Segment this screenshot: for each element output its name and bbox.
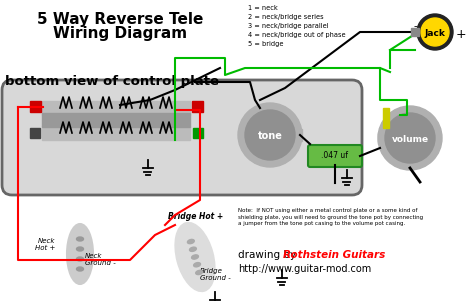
Ellipse shape bbox=[175, 223, 215, 291]
Ellipse shape bbox=[76, 267, 83, 271]
Ellipse shape bbox=[187, 239, 194, 244]
Bar bbox=[42, 101, 190, 115]
Bar bbox=[411, 28, 419, 36]
Circle shape bbox=[417, 14, 453, 50]
Text: volume: volume bbox=[392, 135, 428, 144]
Circle shape bbox=[385, 113, 435, 163]
Ellipse shape bbox=[191, 255, 199, 259]
Bar bbox=[30, 128, 40, 138]
Text: http://www.guitar-mod.com: http://www.guitar-mod.com bbox=[238, 264, 371, 274]
Text: Bridge
Ground -: Bridge Ground - bbox=[200, 268, 231, 281]
Circle shape bbox=[238, 103, 302, 167]
Text: Rothstein Guitars: Rothstein Guitars bbox=[283, 250, 385, 260]
Bar bbox=[42, 113, 190, 127]
Text: 2 = neck/bridge series: 2 = neck/bridge series bbox=[248, 14, 324, 20]
FancyBboxPatch shape bbox=[2, 80, 362, 195]
FancyBboxPatch shape bbox=[308, 145, 362, 167]
Ellipse shape bbox=[196, 270, 202, 275]
Text: Jack: Jack bbox=[425, 28, 446, 38]
Text: Neck
Hot +: Neck Hot + bbox=[35, 238, 55, 251]
Text: 5 Way Reverse Tele: 5 Way Reverse Tele bbox=[37, 12, 203, 27]
Text: drawing by: drawing by bbox=[238, 250, 300, 260]
Text: -: - bbox=[413, 21, 417, 31]
Text: Note:  If NOT using either a metal control plate or a some kind of
shielding pla: Note: If NOT using either a metal contro… bbox=[238, 208, 423, 226]
Text: Bridge Hot +: Bridge Hot + bbox=[168, 212, 223, 221]
Bar bbox=[383, 108, 389, 128]
Text: 4 = neck/bridge out of phase: 4 = neck/bridge out of phase bbox=[248, 32, 346, 38]
Ellipse shape bbox=[190, 247, 196, 251]
Bar bbox=[378, 132, 383, 144]
Text: 5 = bridge: 5 = bridge bbox=[248, 41, 283, 47]
Bar bbox=[297, 129, 302, 141]
Bar bbox=[42, 126, 190, 140]
Text: +: + bbox=[456, 28, 466, 42]
Ellipse shape bbox=[76, 247, 83, 251]
Text: Wiring Diagram: Wiring Diagram bbox=[53, 26, 187, 41]
Ellipse shape bbox=[76, 237, 83, 241]
Text: bottom view of control plate: bottom view of control plate bbox=[5, 75, 219, 88]
Text: 3 = neck/bridge parallel: 3 = neck/bridge parallel bbox=[248, 23, 328, 29]
Bar bbox=[30, 101, 41, 112]
Ellipse shape bbox=[76, 257, 83, 261]
Ellipse shape bbox=[194, 263, 201, 267]
Ellipse shape bbox=[67, 224, 93, 284]
Bar bbox=[192, 101, 203, 112]
Bar bbox=[193, 128, 203, 138]
Text: 1 = neck: 1 = neck bbox=[248, 5, 278, 11]
Text: .047 uf: .047 uf bbox=[321, 152, 348, 161]
Circle shape bbox=[245, 110, 295, 160]
Circle shape bbox=[421, 18, 449, 46]
Circle shape bbox=[378, 106, 442, 170]
Text: tone: tone bbox=[257, 131, 283, 141]
Text: Neck
Ground -: Neck Ground - bbox=[85, 253, 116, 266]
